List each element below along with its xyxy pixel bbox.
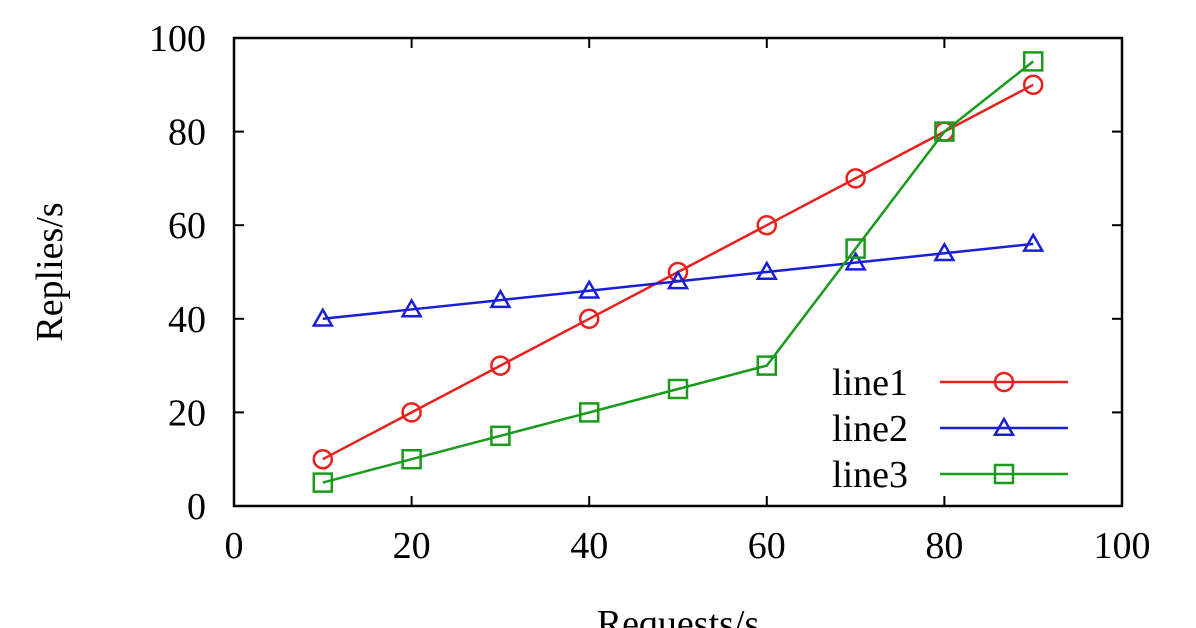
- y-tick-label: 80: [168, 112, 206, 154]
- legend-label-line1: line1: [832, 362, 908, 404]
- legend-label-line2: line2: [832, 408, 908, 450]
- data-point-line1: [1022, 74, 1044, 96]
- data-point-line3: [667, 378, 689, 400]
- data-point-line2: [578, 279, 601, 299]
- plot-border: [232, 36, 1124, 508]
- plot-frame: [232, 36, 1124, 508]
- legend-marker-line3: [993, 463, 1015, 485]
- data-point-line1: [845, 168, 866, 189]
- data-point-line2: [311, 307, 334, 327]
- data-point-line3: [401, 448, 422, 470]
- series-line3: [312, 51, 1044, 493]
- x-tick-label: 100: [1094, 525, 1151, 567]
- y-axis-label: Replies/s: [29, 202, 71, 341]
- data-point-line3: [1022, 51, 1044, 72]
- x-tick-label: 0: [225, 525, 244, 567]
- data-point-line1: [312, 448, 334, 470]
- y-tick-label: 60: [168, 205, 206, 247]
- data-point-line1: [578, 308, 600, 330]
- data-point-line2: [844, 251, 867, 271]
- data-point-line1: [756, 214, 778, 236]
- y-tick-label: 40: [168, 299, 206, 341]
- x-tick-label: 60: [748, 525, 786, 567]
- y-tick-label: 0: [187, 486, 206, 528]
- series-group: [311, 51, 1045, 493]
- data-point-line2: [666, 269, 690, 290]
- data-point-line3: [578, 402, 600, 423]
- data-point-line1: [401, 402, 422, 423]
- data-point-line3: [934, 121, 955, 142]
- data-point-line3: [490, 425, 511, 447]
- legend-marker-line2: [992, 416, 1016, 436]
- x-tick-label: 80: [925, 525, 963, 567]
- data-point-line3: [845, 238, 866, 259]
- x-tick-label: 20: [393, 525, 431, 567]
- data-point-line3: [756, 355, 778, 376]
- y-tick-label: 20: [168, 392, 206, 434]
- data-point-line2: [489, 288, 512, 309]
- series-line-line2: [322, 242, 1034, 321]
- axis-ticks: 0 20 40 60 80 100 0 20 40 60 80 100: [149, 18, 1151, 567]
- legend-label-line3: line3: [832, 454, 908, 496]
- x-axis-label: Requests/s: [597, 603, 760, 628]
- data-point-line1: [490, 355, 511, 376]
- legend-marker-line1: [993, 371, 1015, 393]
- data-point-line2: [755, 260, 778, 280]
- data-point-line2: [400, 297, 423, 318]
- series-line-line3: [322, 60, 1034, 484]
- x-tick-label: 40: [570, 525, 608, 567]
- data-point-line3: [312, 472, 334, 493]
- data-point-line2: [933, 241, 956, 262]
- series-line2: [311, 232, 1045, 327]
- data-point-line2: [1022, 232, 1045, 252]
- y-tick-label: 100: [149, 18, 206, 60]
